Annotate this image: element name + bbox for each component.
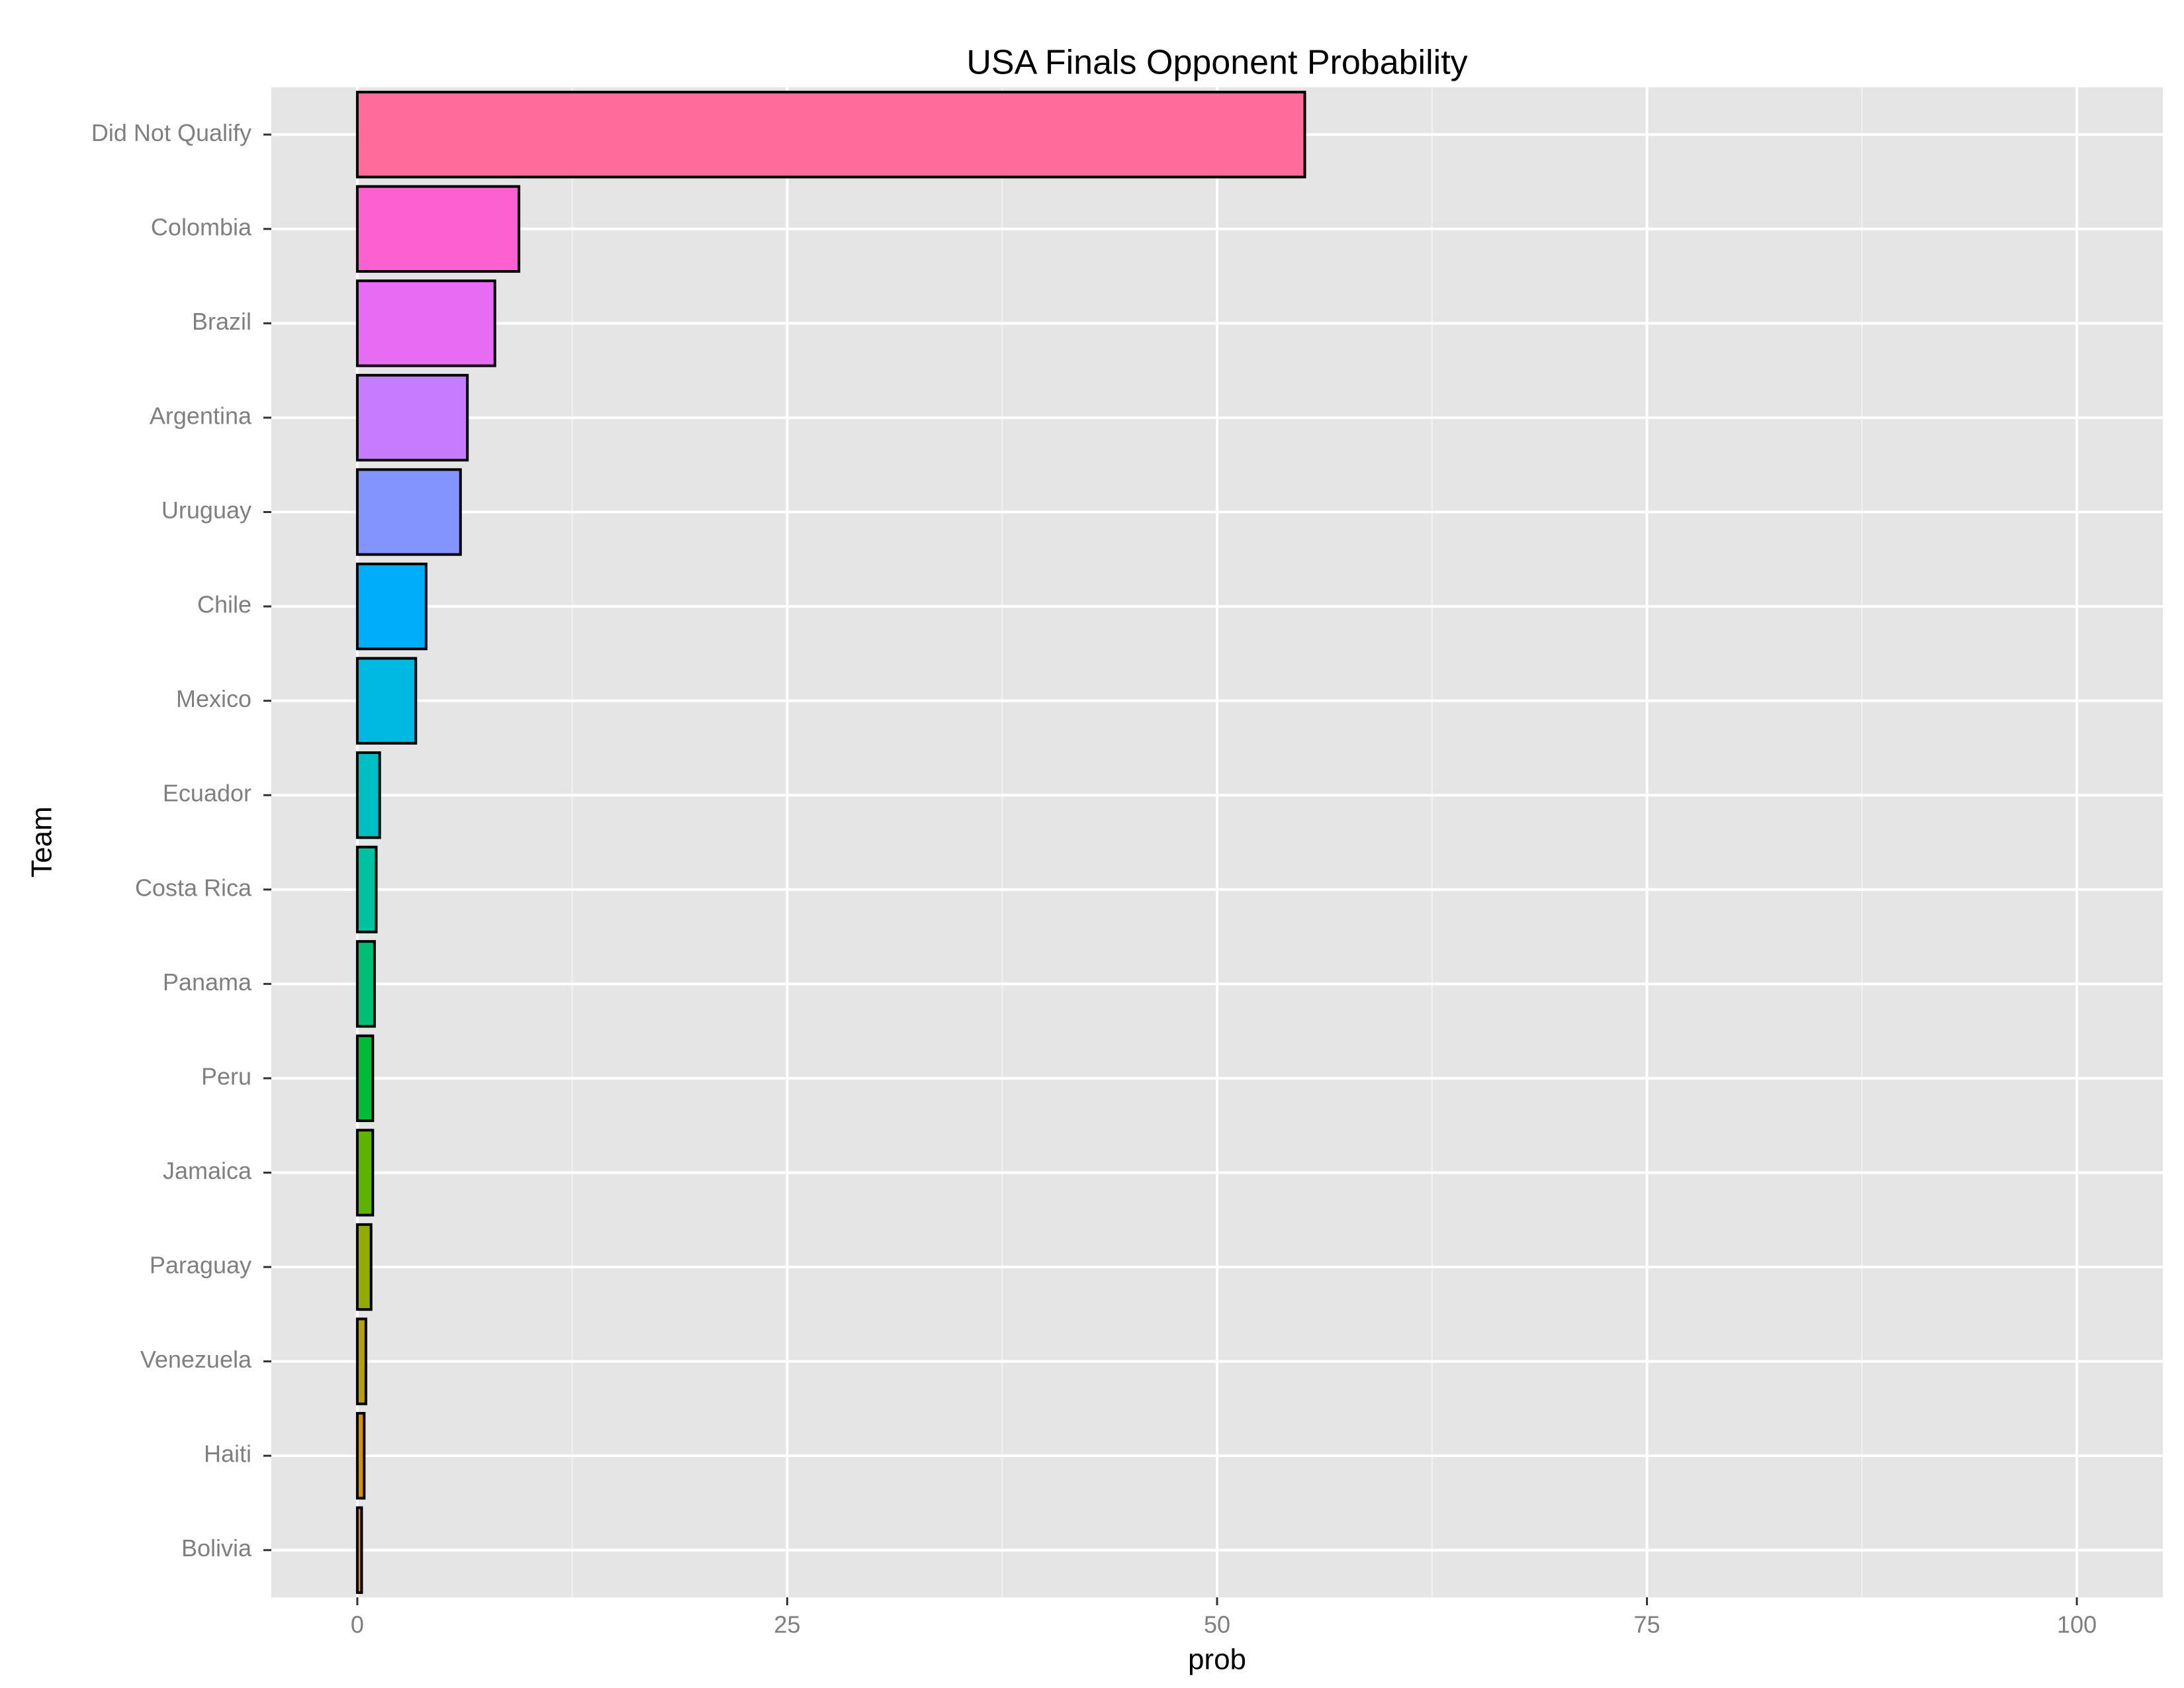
y-tick-label: Did Not Qualify bbox=[91, 119, 251, 146]
y-axis-label: Team bbox=[26, 806, 58, 878]
y-tick-label: Jamaica bbox=[163, 1157, 252, 1184]
bar bbox=[355, 1034, 375, 1123]
chart-title: USA Finals Opponent Probability bbox=[966, 44, 1467, 82]
y-tick-label: Mexico bbox=[176, 685, 251, 712]
y-tick-label: Ecuador bbox=[163, 780, 251, 807]
bar bbox=[355, 751, 381, 839]
x-tick-label: 0 bbox=[351, 1611, 364, 1638]
x-axis-label: prob bbox=[1188, 1644, 1246, 1676]
x-tick-label: 75 bbox=[1634, 1611, 1661, 1638]
bar bbox=[355, 940, 376, 1028]
y-tick-label: Bolivia bbox=[181, 1534, 252, 1562]
y-tick-label: Uruguay bbox=[161, 496, 251, 524]
y-tick-label: Peru bbox=[201, 1062, 251, 1090]
bar bbox=[355, 1412, 366, 1500]
bar bbox=[355, 279, 496, 367]
bar bbox=[355, 1129, 375, 1217]
bar bbox=[355, 657, 418, 745]
bar bbox=[355, 1223, 373, 1311]
bar bbox=[355, 562, 428, 651]
y-tick-label: Costa Rica bbox=[135, 874, 252, 901]
x-tick-label: 50 bbox=[1204, 1611, 1230, 1638]
bar bbox=[355, 373, 469, 462]
bar bbox=[355, 185, 521, 273]
bar bbox=[355, 1317, 367, 1405]
y-tick-label: Haiti bbox=[204, 1440, 251, 1468]
y-tick-label: Brazil bbox=[192, 308, 251, 335]
y-tick-label: Chile bbox=[197, 591, 251, 618]
bar bbox=[355, 1506, 363, 1594]
bar bbox=[355, 845, 378, 933]
bar bbox=[355, 91, 1306, 179]
bar bbox=[355, 468, 462, 556]
y-tick-label: Colombia bbox=[151, 213, 252, 240]
y-tick-label: Paraguay bbox=[150, 1252, 251, 1279]
y-tick-label: Argentina bbox=[150, 402, 252, 429]
x-tick-label: 25 bbox=[774, 1611, 800, 1638]
x-tick-label: 100 bbox=[2057, 1611, 2097, 1638]
y-tick-label: Panama bbox=[163, 968, 252, 996]
y-tick-label: Venezuela bbox=[140, 1346, 252, 1373]
